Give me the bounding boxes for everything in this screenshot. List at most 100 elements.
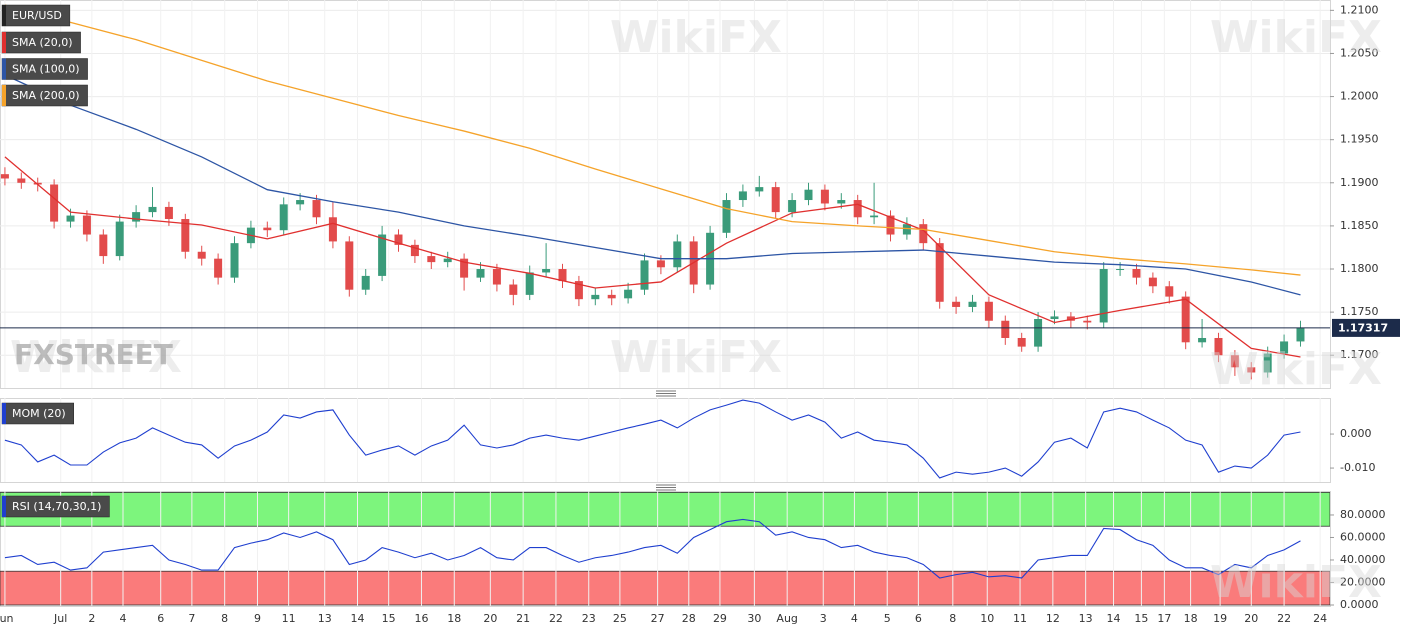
candle-body: [722, 200, 731, 233]
candle-body: [788, 200, 797, 213]
x-tick-label: 19: [1213, 612, 1227, 625]
x-tick-label: 20: [1244, 612, 1258, 625]
plot-area: [0, 0, 1330, 388]
legend-swatch: [2, 496, 6, 517]
candle-body: [476, 269, 485, 278]
y-tick-label: 1.1850: [1340, 219, 1379, 232]
candle-body: [935, 243, 944, 302]
legend-swatch: [2, 85, 6, 106]
legend-swatch: [2, 403, 6, 424]
candle-body: [1017, 337, 1026, 347]
candle-body: [542, 269, 551, 273]
legend-label: SMA (20,0): [12, 36, 73, 49]
candle-body: [673, 241, 682, 268]
pane-frame: [0, 398, 1331, 483]
y-tick-label: -0.010: [1340, 461, 1375, 474]
candle-body: [1214, 337, 1223, 356]
legend-label: SMA (100,0): [12, 63, 80, 76]
x-tick-label: 11: [282, 612, 296, 625]
rsi-band: [0, 492, 1330, 527]
x-tick-label: 13: [1079, 612, 1093, 625]
candle-body: [1247, 367, 1256, 373]
x-tick-label: 9: [254, 612, 261, 625]
x-tick-label: 4: [851, 612, 858, 625]
candle-body: [50, 184, 59, 222]
candle-body: [1116, 269, 1125, 271]
candle-body: [115, 221, 124, 257]
x-tick-label: 3: [820, 612, 827, 625]
x-tick-label: 7: [188, 612, 195, 625]
x-tick-label: 23: [582, 612, 596, 625]
candle-body: [378, 234, 387, 276]
candle-body: [574, 281, 583, 300]
candle-body: [164, 206, 173, 220]
indicator-line: [4, 399, 1301, 479]
candle-body: [624, 289, 633, 299]
x-tick-label: 5: [884, 612, 891, 625]
watermark: WikiFX: [1210, 557, 1382, 608]
y-tick-label: 40.0000: [1340, 553, 1386, 566]
x-tick-label: 20: [483, 612, 497, 625]
x-tick-label: 18: [447, 612, 461, 625]
pane: 1.1700 1.1750 1.1800 1.1850 1.1900 1.1950 1.20…: [0, 0, 1400, 389]
legend-tag: SMA (20,0): [1, 31, 81, 54]
candle-body: [312, 200, 321, 218]
candle-body: [82, 215, 91, 235]
candle-body: [1001, 320, 1010, 338]
legend-swatch: [2, 32, 6, 53]
x-tick-label: 14: [351, 612, 365, 625]
y-tick-label: 1.1750: [1340, 305, 1379, 318]
candle-body: [148, 206, 157, 213]
sma-line: [4, 74, 1301, 296]
candle-body: [525, 272, 534, 295]
candle-body: [1230, 355, 1239, 368]
x-tick-label: 24: [1313, 612, 1327, 625]
candle-body: [197, 251, 206, 259]
candle-body: [66, 215, 75, 222]
legend-tag: RSI (14,70,30,1): [1, 495, 110, 518]
watermark: WikiFX: [10, 332, 182, 383]
legend-tag: MOM (20): [1, 402, 74, 425]
watermarks: WikiFX WikiFX WikiFX WikiFX WikiFX WikiF…: [10, 12, 1382, 608]
candle-body: [1066, 316, 1075, 321]
legend-label: EUR/USD: [12, 9, 62, 22]
x-tick-label: 21: [516, 612, 530, 625]
candle-body: [181, 219, 190, 252]
x-tick-label: 4: [119, 612, 126, 625]
candle-body: [902, 224, 911, 235]
x-tick-label: 18: [1184, 612, 1198, 625]
pane-frame: [0, 491, 1331, 607]
sma-line: [4, 4, 1301, 276]
y-tick-label: 80.0000: [1340, 508, 1386, 521]
candle-body: [1198, 337, 1207, 343]
candle-body: [1165, 286, 1174, 297]
candle-body: [837, 200, 846, 204]
legend-label: RSI (14,70,30,1): [12, 500, 101, 513]
candle-body: [968, 301, 977, 307]
candle-body: [99, 234, 108, 257]
x-tick-label: 8: [221, 612, 228, 625]
candle-body: [591, 294, 600, 300]
x-tick-label: 29: [713, 612, 727, 625]
fxstreet-logo: FXSTREET: [14, 338, 173, 371]
candle-body: [33, 182, 42, 185]
candle-body: [1050, 316, 1059, 320]
x-tick-label: 12: [1046, 612, 1060, 625]
candle-body: [345, 241, 354, 290]
candle-body: [820, 189, 829, 204]
candle-body: [870, 215, 879, 218]
rsi-band: [0, 570, 1330, 606]
y-tick-label: 1.2000: [1340, 90, 1379, 103]
pane-frame: [0, 0, 1331, 389]
indicator-line: [4, 518, 1301, 579]
legend-swatch: [2, 5, 6, 26]
candle-body: [460, 258, 469, 278]
candle-body: [1148, 277, 1157, 287]
candle-body: [1263, 353, 1272, 373]
x-tick-label: Aug: [776, 612, 797, 625]
x-tick-label: 2: [88, 612, 95, 625]
candle-body: [509, 284, 518, 295]
candle-body: [263, 227, 272, 231]
x-tick-label: 22: [1277, 612, 1291, 625]
y-tick-label: 1.1900: [1340, 176, 1379, 189]
